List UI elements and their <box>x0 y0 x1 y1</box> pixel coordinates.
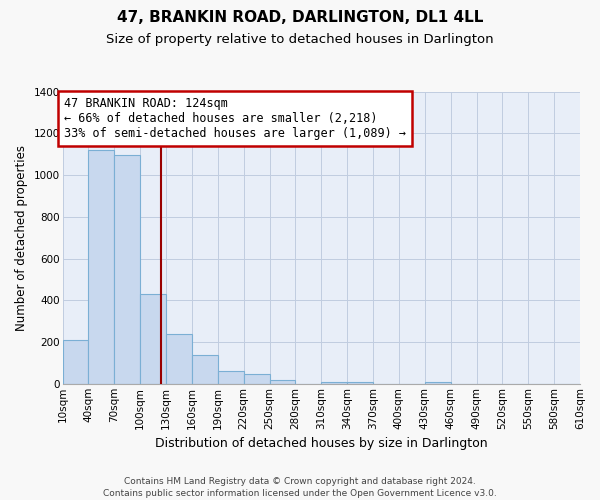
Y-axis label: Number of detached properties: Number of detached properties <box>15 144 28 330</box>
Bar <box>244 374 269 384</box>
Bar <box>425 382 451 384</box>
X-axis label: Distribution of detached houses by size in Darlington: Distribution of detached houses by size … <box>155 437 488 450</box>
Bar <box>140 294 166 384</box>
Bar <box>166 334 192 384</box>
Text: 47, BRANKIN ROAD, DARLINGTON, DL1 4LL: 47, BRANKIN ROAD, DARLINGTON, DL1 4LL <box>117 10 483 25</box>
Bar <box>62 340 88 384</box>
Text: 47 BRANKIN ROAD: 124sqm
← 66% of detached houses are smaller (2,218)
33% of semi: 47 BRANKIN ROAD: 124sqm ← 66% of detache… <box>64 96 406 140</box>
Text: Size of property relative to detached houses in Darlington: Size of property relative to detached ho… <box>106 32 494 46</box>
Bar <box>269 380 295 384</box>
Bar <box>347 382 373 384</box>
Bar <box>321 382 347 384</box>
Text: Contains HM Land Registry data © Crown copyright and database right 2024.
Contai: Contains HM Land Registry data © Crown c… <box>103 476 497 498</box>
Bar <box>115 155 140 384</box>
Bar <box>192 354 218 384</box>
Bar <box>88 150 115 384</box>
Bar <box>218 372 244 384</box>
